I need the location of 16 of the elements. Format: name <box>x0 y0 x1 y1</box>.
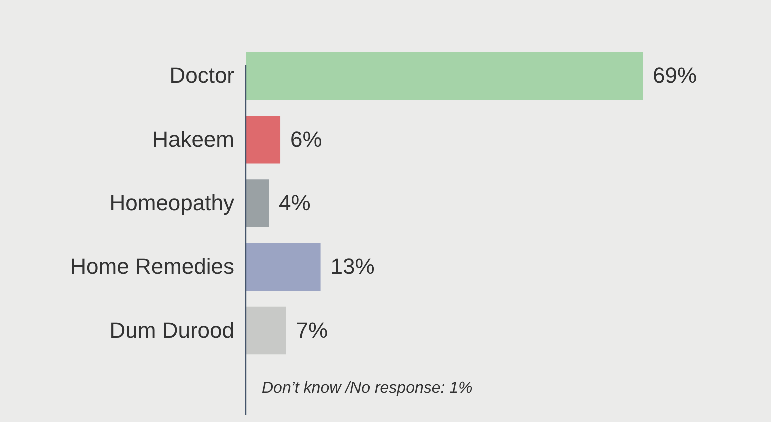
y-tick-label: Hakeem <box>152 126 234 152</box>
bar <box>246 52 643 100</box>
bar <box>246 306 286 355</box>
data-label: 4% <box>279 190 311 216</box>
bar <box>246 243 321 291</box>
bar <box>246 116 281 164</box>
bar <box>246 180 270 228</box>
y-tick-label: Doctor <box>170 63 234 88</box>
annotation: Don’t know /No response: 1% <box>262 380 473 397</box>
data-label: 13% <box>330 254 375 280</box>
data-label: 69% <box>653 63 698 88</box>
data-label: 7% <box>296 318 328 343</box>
y-tick-label: Homeopathy <box>110 190 234 216</box>
y-tick-label: Home Remedies <box>70 254 234 280</box>
data-label: 6% <box>290 126 322 152</box>
y-tick-label: Dum Durood <box>110 318 234 343</box>
